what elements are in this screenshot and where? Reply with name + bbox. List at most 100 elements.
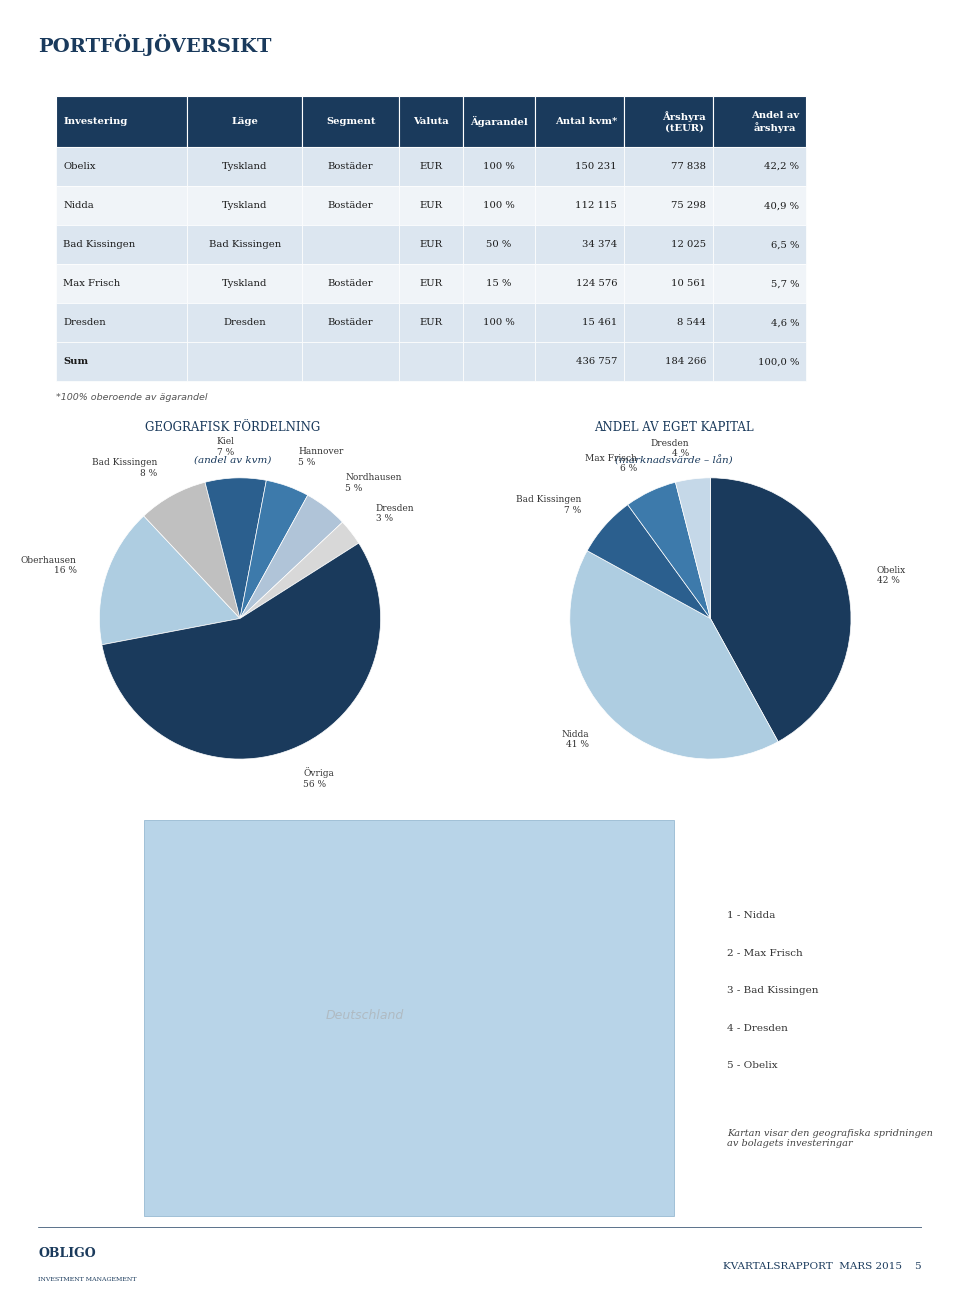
Bar	[535, 225, 624, 264]
Text: Obelix
42 %: Obelix 42 %	[876, 566, 906, 586]
Text: Max Frisch: Max Frisch	[63, 280, 120, 288]
Bar	[713, 96, 806, 147]
Text: 112 115: 112 115	[575, 202, 617, 210]
Text: Tyskland: Tyskland	[222, 202, 268, 210]
Bar	[713, 342, 806, 381]
Text: (andel av kvm): (andel av kvm)	[194, 456, 272, 465]
Bar	[624, 96, 713, 147]
Text: Obelix: Obelix	[63, 163, 96, 171]
Bar	[535, 342, 624, 381]
Bar	[56, 96, 187, 147]
Bar	[535, 303, 624, 342]
Text: Dresden
3 %: Dresden 3 %	[375, 504, 414, 523]
Text: 2 - Max Frisch: 2 - Max Frisch	[728, 949, 804, 958]
Text: Kartan visar den geografiska spridningen
av bolagets investeringar: Kartan visar den geografiska spridningen…	[728, 1129, 933, 1148]
Bar	[302, 96, 399, 147]
Text: Nidda
41 %: Nidda 41 %	[562, 730, 589, 750]
Text: Antal kvm*: Antal kvm*	[555, 117, 617, 126]
Text: ANDEL AV EGET KAPITAL: ANDEL AV EGET KAPITAL	[594, 421, 755, 434]
Text: Deutschland: Deutschland	[326, 1009, 404, 1022]
Text: OBLIGO: OBLIGO	[38, 1247, 96, 1259]
Text: 15 461: 15 461	[582, 319, 617, 327]
Text: Bostäder: Bostäder	[328, 202, 373, 210]
Text: *100% oberoende av ägarandel: *100% oberoende av ägarandel	[56, 393, 207, 402]
Bar	[624, 186, 713, 225]
Text: EUR: EUR	[420, 280, 443, 288]
Bar	[56, 342, 187, 381]
Bar	[535, 186, 624, 225]
Bar	[187, 303, 302, 342]
Bar	[56, 186, 187, 225]
Bar	[302, 342, 399, 381]
Bar	[56, 303, 187, 342]
Text: Läge: Läge	[231, 117, 258, 126]
Text: EUR: EUR	[420, 319, 443, 327]
Bar	[624, 147, 713, 186]
Text: 40,9 %: 40,9 %	[764, 202, 800, 210]
Bar	[463, 342, 535, 381]
Text: Kiel
7 %: Kiel 7 %	[217, 437, 234, 457]
Bar	[399, 96, 463, 147]
Text: Valuta: Valuta	[414, 117, 449, 126]
Text: 100 %: 100 %	[483, 319, 515, 327]
Text: (marknadsvärde – lån): (marknadsvärde – lån)	[615, 456, 733, 466]
Bar	[463, 225, 535, 264]
Text: 5 - Obelix: 5 - Obelix	[728, 1061, 778, 1070]
Text: Dresden: Dresden	[63, 319, 106, 327]
Bar	[399, 186, 463, 225]
Text: 150 231: 150 231	[575, 163, 617, 171]
Bar	[187, 264, 302, 303]
Text: 77 838: 77 838	[671, 163, 707, 171]
Text: GEOGRAFISK FÖRDELNING: GEOGRAFISK FÖRDELNING	[145, 421, 321, 434]
Text: 8 544: 8 544	[677, 319, 707, 327]
Bar	[463, 96, 535, 147]
Bar	[713, 264, 806, 303]
Bar	[302, 186, 399, 225]
Bar	[302, 264, 399, 303]
Text: 436 757: 436 757	[576, 358, 617, 366]
Text: Tyskland: Tyskland	[222, 163, 268, 171]
Text: 184 266: 184 266	[664, 358, 707, 366]
Wedge shape	[628, 482, 710, 618]
Bar	[144, 820, 674, 1216]
Text: 5,7 %: 5,7 %	[771, 280, 800, 288]
Text: 3 - Bad Kissingen: 3 - Bad Kissingen	[728, 987, 819, 996]
Text: 4,6 %: 4,6 %	[771, 319, 800, 327]
Text: Hannover
5 %: Hannover 5 %	[299, 448, 344, 466]
Text: Årshyra
(tEUR): Årshyra (tEUR)	[662, 111, 707, 133]
Text: Investering: Investering	[63, 117, 128, 126]
Wedge shape	[205, 478, 266, 618]
Bar	[535, 147, 624, 186]
Bar	[624, 342, 713, 381]
Bar	[535, 264, 624, 303]
Bar	[399, 225, 463, 264]
Text: KVARTALSRAPPORT  MARS 2015    5: KVARTALSRAPPORT MARS 2015 5	[723, 1262, 922, 1271]
Bar	[624, 225, 713, 264]
Wedge shape	[676, 478, 710, 618]
Bar	[187, 225, 302, 264]
Wedge shape	[144, 482, 240, 618]
Bar	[56, 225, 187, 264]
Text: Nordhausen
5 %: Nordhausen 5 %	[346, 473, 401, 492]
Text: Dresden
4 %: Dresden 4 %	[650, 439, 689, 458]
Bar	[187, 96, 302, 147]
Text: 42,2 %: 42,2 %	[764, 163, 800, 171]
Bar	[399, 342, 463, 381]
Text: Max Frisch
6 %: Max Frisch 6 %	[586, 453, 637, 473]
Text: Segment: Segment	[326, 117, 375, 126]
Bar	[302, 225, 399, 264]
Text: PORTFÖLJÖVERSIKT: PORTFÖLJÖVERSIKT	[38, 34, 272, 56]
Bar	[624, 264, 713, 303]
Text: Övriga
56 %: Övriga 56 %	[303, 767, 334, 789]
Text: Bostäder: Bostäder	[328, 163, 373, 171]
Wedge shape	[710, 478, 851, 742]
Wedge shape	[100, 516, 240, 644]
Text: 124 576: 124 576	[576, 280, 617, 288]
Bar	[187, 147, 302, 186]
Text: 6,5 %: 6,5 %	[771, 241, 800, 249]
Text: Bad Kissingen: Bad Kissingen	[208, 241, 281, 249]
Text: 10 561: 10 561	[671, 280, 707, 288]
Text: EUR: EUR	[420, 202, 443, 210]
Text: Sum: Sum	[63, 358, 88, 366]
Bar	[713, 186, 806, 225]
